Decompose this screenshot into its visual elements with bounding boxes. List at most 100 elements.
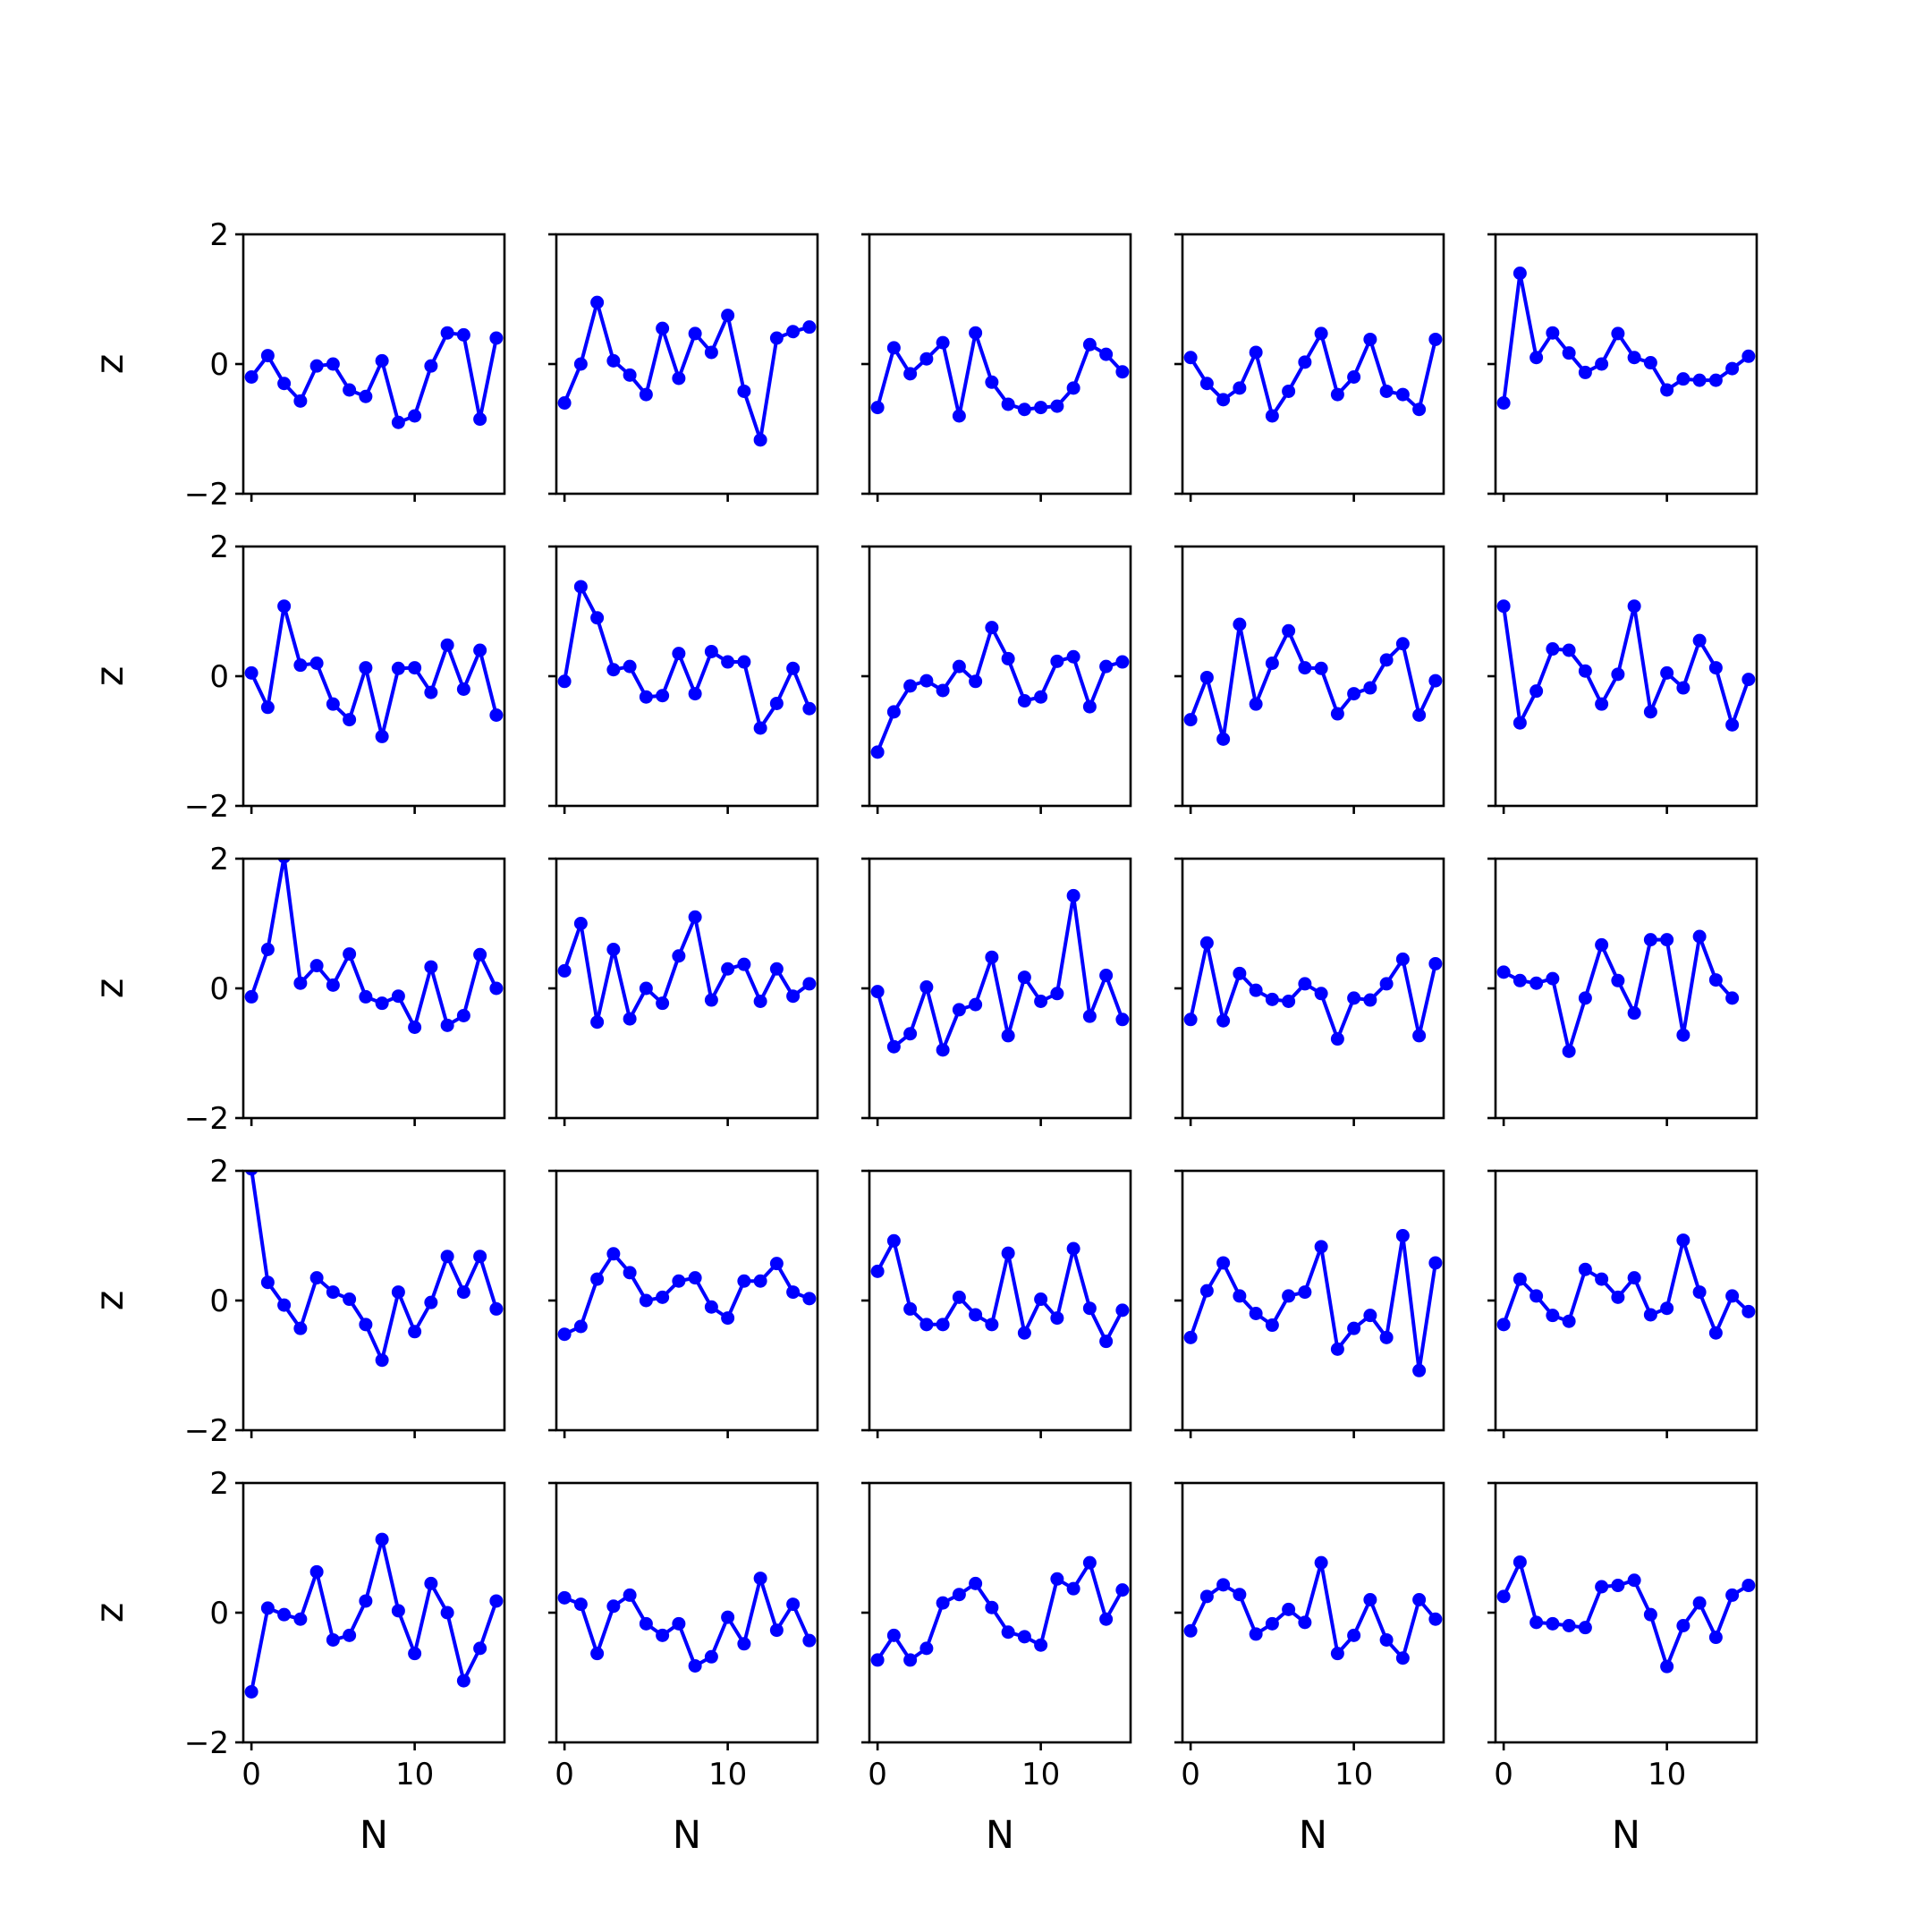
subplot-r1-c5 [1487,233,1758,502]
series-line [1502,1238,1750,1335]
data-point [1001,1625,1015,1640]
data-point [903,679,918,693]
series-line [1189,623,1437,741]
subplot-r2-c2 [548,545,819,814]
data-point [802,701,817,716]
data-point [919,1318,934,1332]
data-point [737,1274,751,1288]
subplot-r4-c2 [548,1169,819,1438]
y-tick-label: −2 [184,477,229,513]
data-point [456,682,470,696]
data-point [1216,732,1231,746]
series-line [1502,271,1750,403]
series-line [250,604,498,739]
data-point [1282,384,1296,398]
data-point [886,705,901,719]
data-point [886,1039,901,1054]
data-point [1395,1651,1410,1665]
series-line [1503,935,1734,1054]
axes-frame [242,545,506,808]
subplot-r1-c3 [861,233,1132,502]
data-point [639,387,653,402]
data-point [1363,681,1377,695]
data-point [1611,1579,1625,1593]
data-point [473,643,487,657]
subplot-r1-c4 [1174,233,1445,502]
y-tick-label: 0 [209,1284,229,1319]
data-point [1595,357,1609,371]
data-point [1379,653,1394,667]
series-group [870,1555,1130,1667]
data-point [721,655,735,669]
data-point [753,433,767,447]
data-point [1330,1032,1344,1046]
data-point [1034,1638,1048,1652]
data-point [1562,1314,1576,1328]
x-axis-label: N [1612,1813,1640,1858]
data-point [1496,599,1511,614]
axes-frame [555,1481,819,1744]
data-point [359,661,373,675]
data-point [391,415,405,429]
y-axis-label: z [88,1291,132,1311]
data-point [557,396,572,410]
subplot-r2-c1: −2 0 2 z [88,530,506,825]
data-point [1199,670,1214,684]
data-point [1001,397,1015,411]
subplot-r5-c4: 0 10N [1174,1481,1445,1858]
data-point [326,1285,340,1300]
data-point [1050,1572,1064,1586]
y-tick-label: 2 [209,842,229,877]
series-group [1183,1229,1443,1377]
data-point [1314,661,1328,675]
x-tick-label: 10 [1021,1757,1060,1792]
data-point [1115,1583,1130,1597]
data-point [1692,929,1707,944]
y-tick-label: 2 [209,530,229,565]
data-point [753,995,767,1008]
x-axis-label: N [1299,1813,1327,1858]
series-line [563,585,811,730]
subplot-r1-c1: −2 0 2 z [88,217,506,513]
data-point [1395,952,1410,966]
data-point [1363,993,1377,1007]
data-point [786,1285,801,1300]
data-point [489,981,504,996]
data-point [1562,1044,1576,1058]
series-line [250,1538,498,1692]
data-point [1530,684,1544,699]
series-group [1496,267,1756,410]
data-point [244,989,258,1004]
data-point [456,1285,470,1300]
data-point [1183,351,1198,365]
data-point [870,1264,885,1278]
data-point [969,674,983,689]
data-point [936,683,950,698]
axes-frame [242,233,506,496]
data-point [1660,933,1674,947]
y-axis-label: z [88,1603,132,1623]
data-point [1330,1342,1344,1356]
data-point [277,1607,292,1622]
data-point [903,1301,918,1316]
data-point [985,950,999,964]
data-point [244,1171,258,1176]
data-point [1347,370,1361,384]
data-point [802,977,817,991]
data-point [375,353,389,368]
data-point [573,1319,588,1334]
data-point [769,1623,784,1638]
data-point [606,353,621,368]
y-tick-label: 0 [209,347,229,383]
data-point [639,690,653,704]
data-point [1496,396,1511,410]
data-point [1513,973,1527,987]
data-point [408,1021,422,1034]
data-point [424,1295,438,1309]
axes-frame [868,545,1132,808]
series-line [1189,941,1437,1041]
y-tick-label: −2 [184,1725,229,1761]
data-point [1066,888,1080,902]
series-line [876,1561,1124,1662]
